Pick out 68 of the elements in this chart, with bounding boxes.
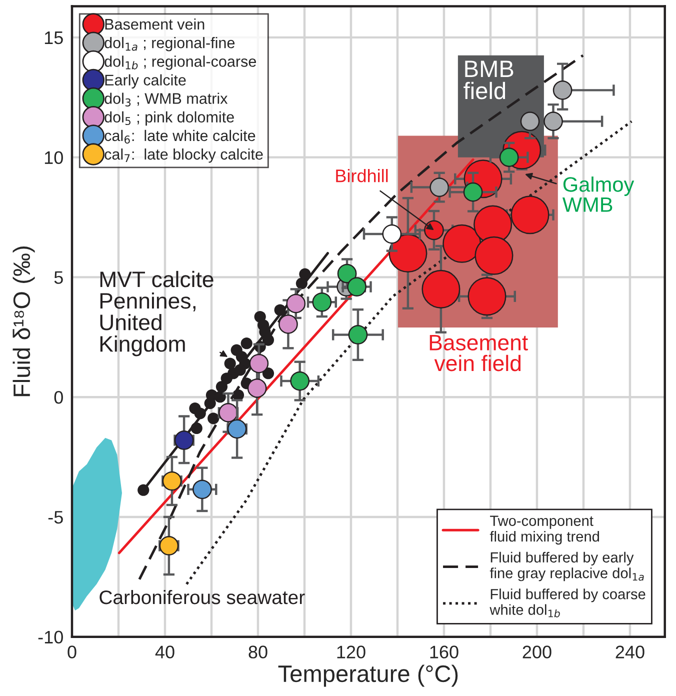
- point: [214, 391, 226, 403]
- x-tick-label: 80: [248, 646, 268, 658]
- y-tick-label: 5: [54, 271, 63, 284]
- point: [159, 536, 179, 556]
- point: [299, 268, 311, 280]
- point: [463, 182, 483, 202]
- x-tick-label: 240: [616, 646, 644, 658]
- legend-label: Fluid buffered by coarse white dol$_{1b}$: [490, 588, 646, 618]
- y-tick-label: 10: [44, 151, 63, 164]
- point: [286, 294, 306, 314]
- point: [162, 471, 182, 491]
- point: [204, 398, 216, 410]
- point: [194, 408, 206, 420]
- point: [544, 112, 563, 132]
- point: [249, 354, 269, 374]
- point: [347, 277, 366, 296]
- point: [552, 80, 572, 100]
- legend-label: Early calcite: [105, 74, 186, 89]
- x-tick-label: 200: [522, 646, 552, 658]
- point: [190, 422, 202, 434]
- point: [290, 371, 310, 391]
- annotation: Basement vein field: [430, 334, 528, 372]
- point: [234, 364, 246, 376]
- point: [499, 148, 519, 167]
- point: [337, 264, 357, 284]
- legend-label: dol$_{3}$ ; WMB matrix: [104, 92, 228, 106]
- point: [247, 378, 267, 398]
- x-tick-label: 160: [430, 646, 458, 658]
- x-tick-label: 40: [155, 646, 174, 658]
- annotation: Galmoy WMB: [562, 176, 634, 212]
- point: [430, 178, 450, 197]
- legend-label: Fluid buffered by early fine gray replacive dol$_{1a}$: [490, 552, 644, 582]
- point: [138, 484, 150, 496]
- annotation: Carboniferous seawater: [100, 590, 305, 604]
- legend-label: Basement vein: [105, 18, 204, 30]
- x-tick-label: 120: [337, 646, 366, 658]
- legend-label: dol$_{1b}$ ; regional-coarse: [104, 56, 256, 70]
- annotation: BMB field: [464, 60, 514, 100]
- point: [224, 358, 236, 370]
- legend-label: dol$_{5}$ ; pink dolomite: [104, 111, 234, 126]
- point: [262, 334, 274, 346]
- point: [216, 380, 228, 393]
- point: [174, 430, 194, 450]
- y-tick-label: 15: [44, 32, 63, 44]
- x-tick-label: 0: [68, 646, 76, 658]
- point: [348, 325, 368, 344]
- point: [208, 412, 220, 424]
- point: [278, 314, 298, 334]
- legend-label: cal$_{6}$: late white calcite: [104, 130, 256, 144]
- point: [520, 112, 540, 132]
- y-axis-title: Fluid δ¹⁸O (‰): [12, 246, 35, 396]
- annotation: Birdhill: [336, 169, 388, 182]
- point: [382, 224, 402, 244]
- point: [240, 338, 252, 350]
- y-tick-label: -5: [48, 511, 63, 524]
- x-axis-title: Temperature (°C): [278, 664, 458, 687]
- point: [192, 480, 212, 500]
- point: [220, 372, 232, 384]
- point: [274, 304, 286, 316]
- point: [296, 278, 308, 290]
- legend-label: cal$_{7}$: late blocky calcite: [104, 148, 263, 163]
- y-tick-label: 0: [54, 391, 63, 404]
- point: [218, 402, 238, 422]
- legend-label: dol$_{1a}$ ; regional-fine: [104, 37, 235, 52]
- annotation: MVT calcite Pennines, United Kingdom: [100, 270, 214, 356]
- point: [312, 292, 332, 312]
- legend-label: Two-component fluid mixing trend: [490, 516, 599, 545]
- y-tick-label: -10: [38, 630, 63, 644]
